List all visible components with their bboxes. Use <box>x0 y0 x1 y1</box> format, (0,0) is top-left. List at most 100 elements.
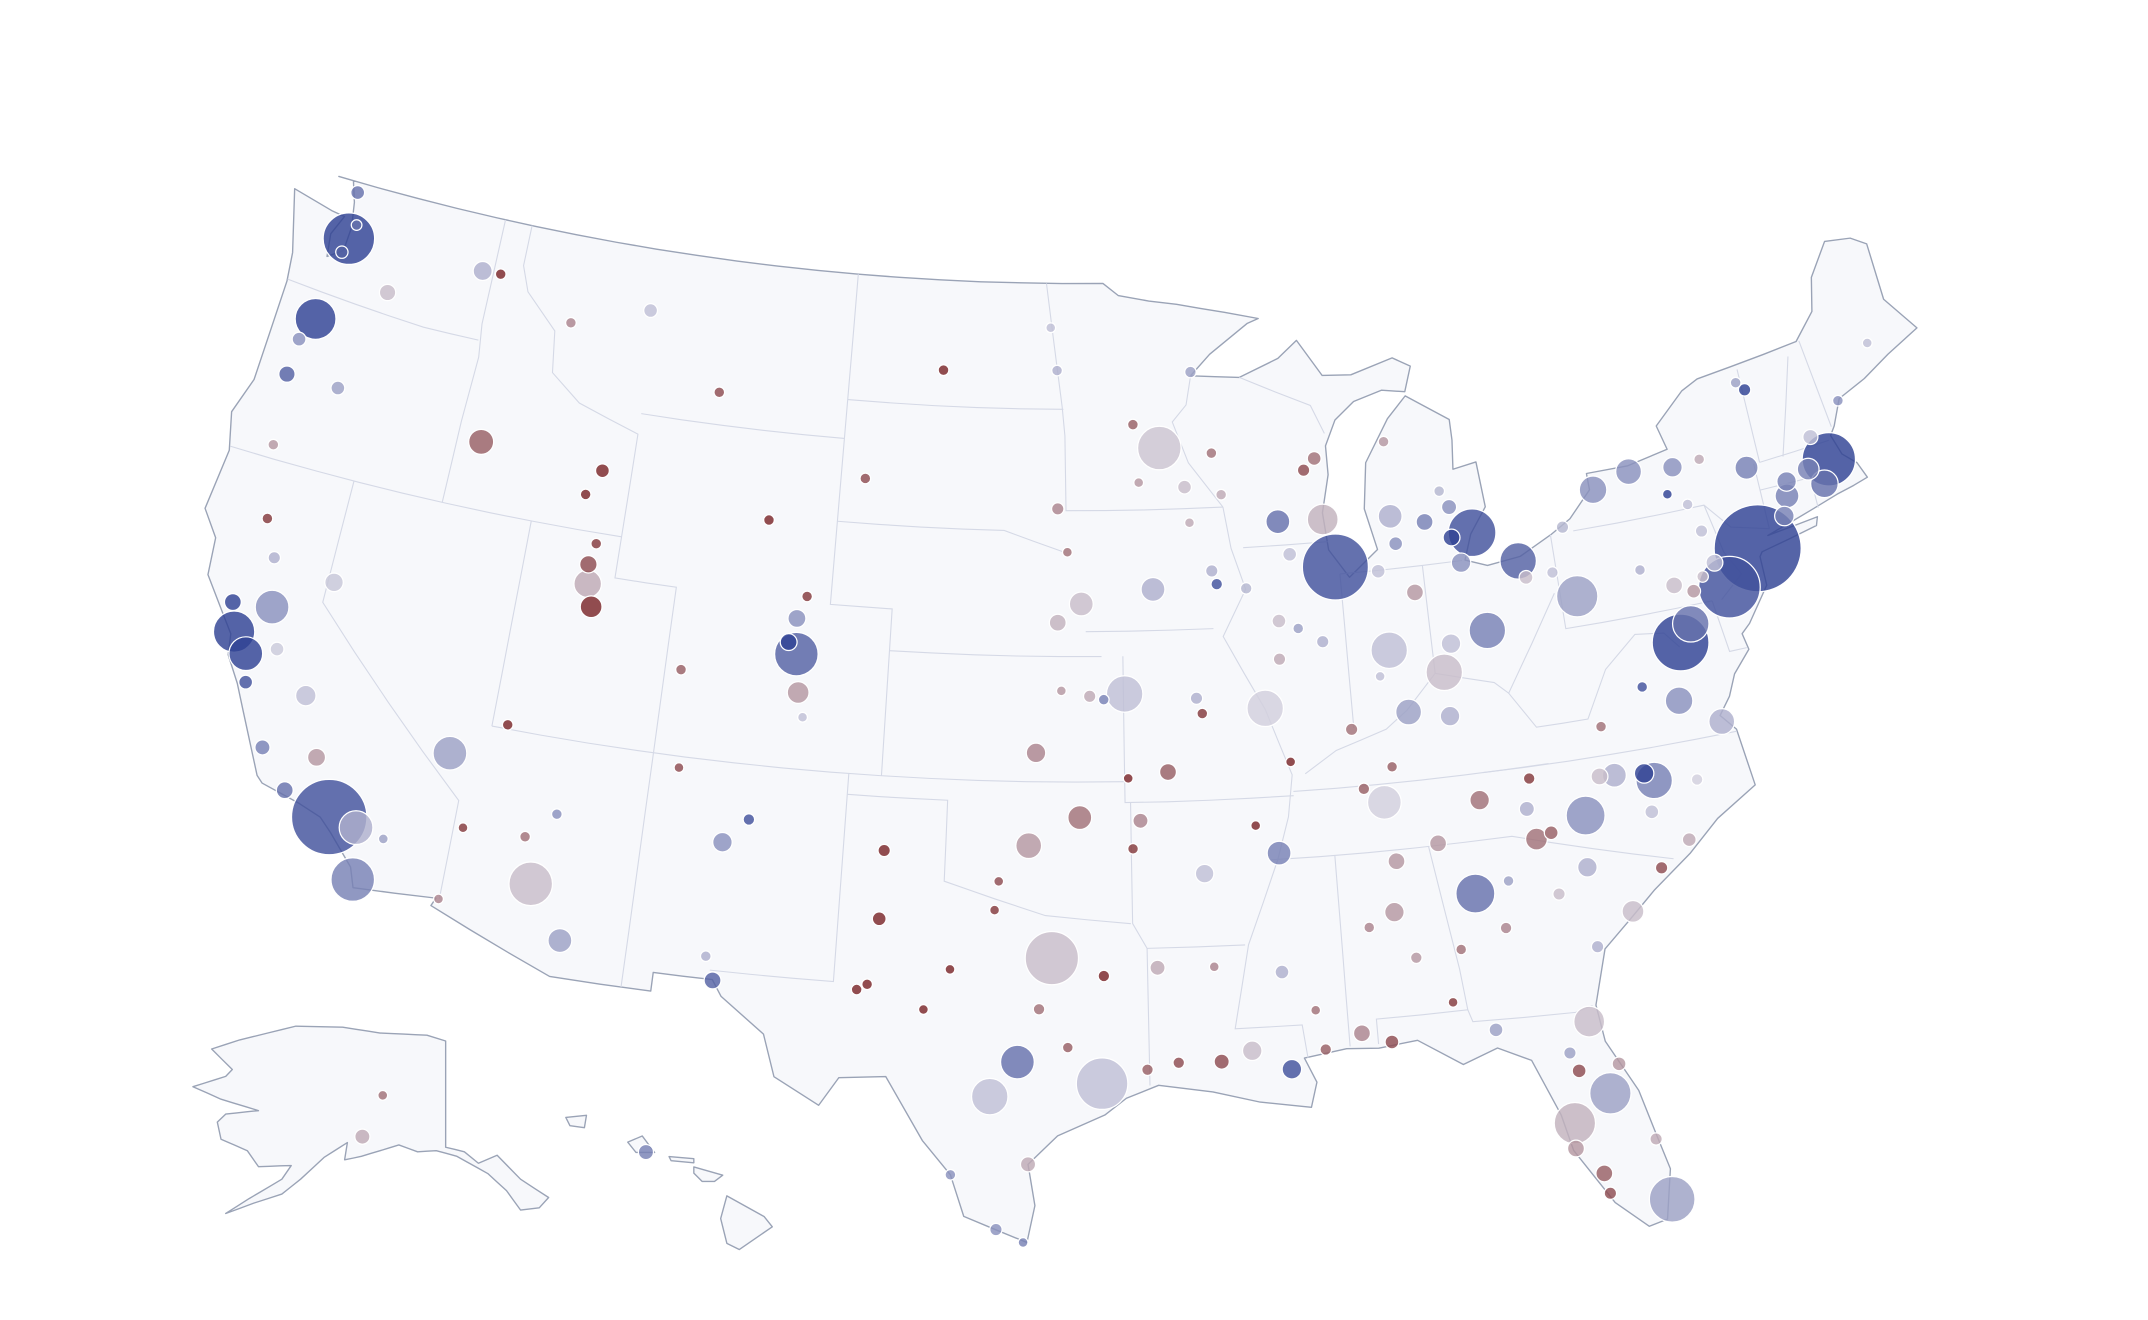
city-bubble <box>1061 1041 1074 1054</box>
city-bubble <box>433 893 444 905</box>
city-bubble <box>338 810 374 846</box>
city-bubble <box>223 593 242 612</box>
city-bubble <box>1578 475 1608 505</box>
city-bubble <box>1488 1022 1504 1038</box>
state-border <box>1122 656 1294 804</box>
city-bubble <box>1662 456 1683 478</box>
city-bubble <box>1133 477 1145 489</box>
city-bubble <box>1370 631 1409 670</box>
city-bubble <box>1132 812 1149 829</box>
city-bubble <box>1017 1237 1029 1248</box>
city-bubble <box>1205 564 1219 578</box>
city-bubble <box>579 555 598 574</box>
city-bubble <box>306 747 327 767</box>
city-bubble <box>1386 760 1399 773</box>
city-bubble <box>1301 533 1370 601</box>
city-bubble <box>1502 874 1515 887</box>
state-border <box>1085 628 1214 633</box>
city-bubble <box>917 1003 929 1015</box>
city-bubble <box>1183 517 1195 529</box>
city-bubble <box>1450 552 1472 574</box>
city-bubble <box>1566 1139 1586 1158</box>
city-bubble <box>1282 546 1298 562</box>
city-bubble <box>1499 542 1538 580</box>
city-bubble <box>1661 488 1673 500</box>
city-bubble <box>712 831 733 853</box>
city-bubble <box>1126 418 1139 431</box>
city-bubble <box>1051 364 1064 377</box>
state-border <box>889 650 1102 658</box>
city-bubble <box>1274 964 1290 980</box>
city-bubble <box>1518 569 1534 585</box>
city-bubble <box>1136 425 1182 471</box>
city-bubble <box>1455 873 1496 914</box>
city-bubble <box>1573 1005 1606 1038</box>
city-bubble <box>1776 471 1797 492</box>
city-bubble <box>261 512 274 525</box>
city-bubble <box>330 380 346 396</box>
city-bubble <box>1468 611 1507 650</box>
state-border <box>1549 534 1713 630</box>
city-bubble <box>1149 959 1166 976</box>
city-bubble <box>1352 1024 1371 1043</box>
city-bubble <box>1555 520 1570 534</box>
city-bubble <box>335 245 349 259</box>
city-bubble <box>519 830 532 843</box>
city-bubble <box>763 514 775 526</box>
city-bubble <box>378 283 397 302</box>
city-bubble <box>1306 450 1322 466</box>
city-bubble <box>944 963 956 975</box>
city-bubble <box>228 636 264 672</box>
city-bubble <box>989 1222 1003 1237</box>
city-bubble <box>970 1077 1009 1116</box>
city-bubble <box>1189 691 1204 706</box>
city-bubble <box>1097 693 1110 706</box>
city-bubble <box>1603 1186 1618 1201</box>
city-bubble <box>1665 576 1684 595</box>
city-bubble <box>1319 1043 1333 1056</box>
city-bubble <box>1571 1063 1587 1079</box>
city-bubble <box>1366 784 1402 820</box>
city-bubble <box>1082 689 1097 704</box>
city-bubble <box>432 735 468 771</box>
land-layer <box>192 175 1918 1251</box>
city-bubble <box>354 1128 371 1145</box>
city-bubble <box>993 875 1005 887</box>
city-bubble <box>573 569 603 599</box>
city-bubble <box>594 463 610 479</box>
city-bubble <box>1415 512 1434 531</box>
city-bubble <box>1388 536 1404 552</box>
city-bubble <box>1025 742 1047 764</box>
state-border <box>441 219 507 503</box>
city-bubble <box>1045 322 1057 334</box>
city-bubble <box>1694 524 1709 538</box>
city-bubble <box>1636 681 1649 693</box>
city-bubble <box>550 808 563 821</box>
city-bubble <box>1344 722 1359 737</box>
state-border <box>230 445 622 538</box>
city-bubble <box>494 268 507 281</box>
city-bubble <box>324 572 344 593</box>
city-bubble <box>1681 498 1694 511</box>
city-bubble <box>1370 563 1386 579</box>
city-bubble <box>1546 566 1559 579</box>
bubble-layer <box>212 185 1873 1248</box>
city-bubble <box>330 857 376 902</box>
city-bubble <box>1196 707 1209 720</box>
city-bubble <box>1172 1056 1186 1070</box>
city-bubble <box>468 428 495 455</box>
state-border <box>491 725 1125 783</box>
city-bubble <box>579 488 592 501</box>
state-border <box>1222 506 1309 1058</box>
city-bubble <box>1296 463 1311 477</box>
city-bubble <box>1158 762 1178 782</box>
hawaii-island <box>693 1166 724 1183</box>
city-bubble <box>1590 939 1605 954</box>
city-bubble <box>1552 887 1566 901</box>
city-bubble <box>1447 996 1459 1008</box>
state-border <box>1483 730 1737 774</box>
city-bubble <box>1265 509 1291 535</box>
city-bubble <box>457 822 469 834</box>
